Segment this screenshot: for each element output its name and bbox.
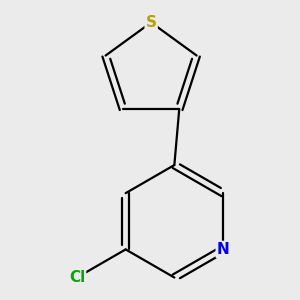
Text: S: S [146, 15, 157, 30]
Text: N: N [217, 242, 230, 257]
Text: Cl: Cl [69, 270, 85, 285]
